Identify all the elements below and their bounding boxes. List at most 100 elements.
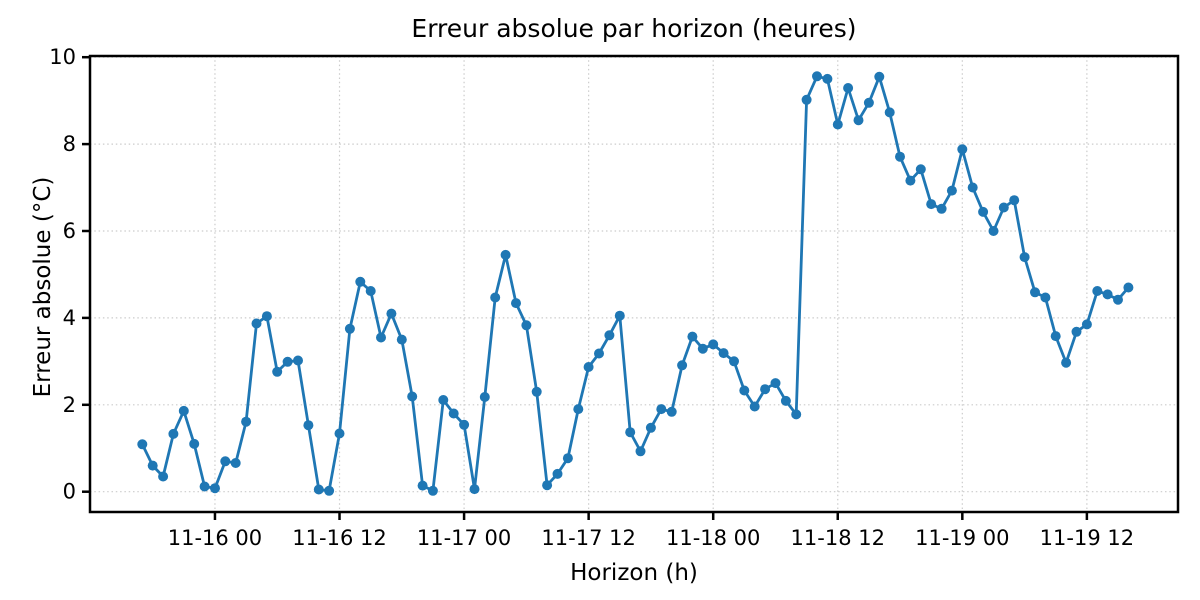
data-point (1102, 289, 1113, 300)
data-point (459, 419, 470, 430)
data-point (697, 343, 708, 354)
data-point (905, 175, 916, 186)
data-point (594, 348, 604, 359)
data-point (324, 485, 335, 496)
data-point (490, 292, 501, 303)
data-point (427, 485, 438, 496)
data-point (168, 428, 179, 439)
data-point (417, 480, 428, 491)
data-point (158, 471, 169, 482)
data-point (988, 226, 999, 236)
x-tick-label: 11-18 00 (666, 526, 760, 550)
data-point (500, 249, 511, 260)
data-point (874, 71, 885, 82)
data-point (396, 334, 407, 345)
data-point (531, 386, 542, 397)
x-tick-label: 11-16 12 (292, 526, 386, 550)
data-point (801, 94, 812, 105)
x-tick-label: 11-18 12 (791, 526, 885, 550)
data-point (521, 320, 532, 331)
data-point (926, 199, 937, 210)
data-point (677, 360, 688, 371)
data-point (770, 378, 781, 389)
data-point (479, 392, 490, 402)
data-point (708, 339, 719, 350)
data-point (199, 481, 210, 492)
data-point (438, 395, 449, 405)
y-tick-label: 8 (63, 132, 76, 156)
data-point (1050, 331, 1061, 342)
data-point (749, 401, 760, 412)
data-point (1061, 357, 1072, 368)
data-point (230, 458, 241, 468)
data-point (853, 115, 864, 126)
data-point (241, 416, 252, 427)
data-point (604, 330, 615, 341)
data-point (718, 348, 729, 359)
axes-spines (88, 54, 1180, 514)
data-point (365, 286, 376, 296)
data-point (1040, 292, 1051, 303)
y-tick-label: 2 (63, 393, 76, 417)
data-point (344, 323, 355, 334)
data-point (1081, 319, 1092, 330)
data-point (1071, 326, 1082, 337)
data-point (780, 395, 791, 406)
data-point (687, 331, 698, 342)
data-point (303, 420, 314, 431)
x-axis-label: Horizon (h) (570, 560, 698, 586)
y-axis-label: Erreur absolue (°C) (30, 176, 56, 398)
x-tick-label: 11-17 12 (541, 526, 635, 550)
y-tick-label: 10 (49, 45, 76, 69)
x-tick-label: 11-19 12 (1040, 526, 1134, 550)
data-point (1113, 294, 1123, 305)
data-point (562, 453, 573, 464)
y-tick-label: 4 (63, 306, 76, 330)
data-point (1019, 252, 1030, 263)
data-point (552, 468, 563, 479)
data-point (843, 83, 854, 93)
data-point (272, 366, 283, 377)
data-point (614, 310, 625, 321)
data-point (656, 404, 667, 415)
data-line (140, 74, 1130, 493)
data-point (967, 182, 978, 193)
x-tick-label: 11-19 00 (915, 526, 1009, 550)
data-point (137, 439, 148, 450)
data-point (355, 276, 366, 287)
data-point (978, 206, 989, 217)
data-point (915, 164, 926, 175)
data-point (832, 119, 843, 130)
data-point (251, 318, 262, 329)
data-point (220, 456, 231, 467)
data-point (210, 483, 220, 494)
chart-title: Erreur absolue par horizon (heures) (411, 14, 857, 43)
data-point (542, 480, 553, 491)
x-tick-label: 11-17 00 (417, 526, 511, 550)
y-tick-label: 0 (63, 480, 76, 504)
data-point (739, 385, 750, 396)
data-point (1009, 195, 1020, 206)
data-point (448, 408, 459, 419)
data-point (178, 405, 189, 416)
data-point (884, 107, 895, 118)
data-point (791, 409, 802, 420)
data-point (293, 355, 303, 366)
data-point (261, 311, 272, 322)
data-point (583, 362, 594, 372)
data-point (313, 484, 324, 495)
data-point (1123, 282, 1134, 293)
data-point (573, 404, 584, 415)
data-point (635, 446, 646, 457)
data-point (469, 484, 480, 495)
data-point (957, 144, 968, 155)
data-point (334, 428, 345, 439)
data-point (998, 202, 1009, 213)
data-point (895, 151, 905, 162)
data-point (812, 71, 822, 82)
x-tick-label: 11-16 00 (168, 526, 262, 550)
data-point (645, 422, 656, 433)
data-point (625, 427, 636, 438)
